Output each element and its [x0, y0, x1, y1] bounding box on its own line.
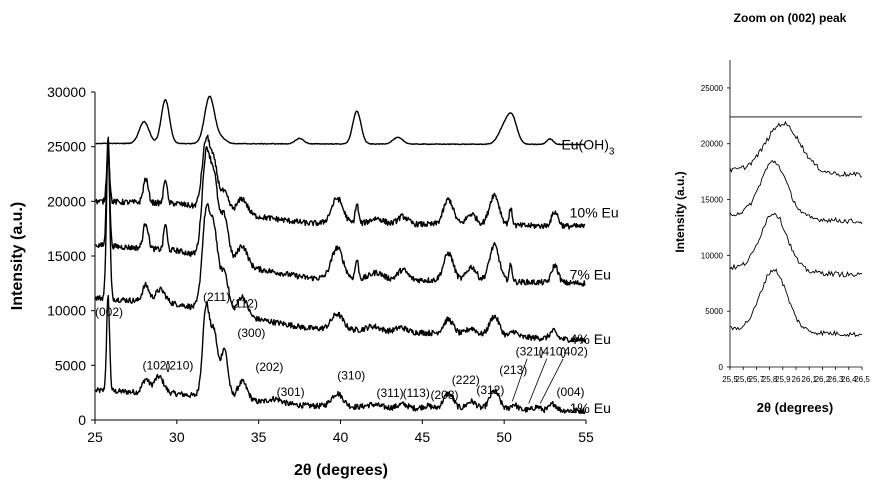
- zoom-chart: Zoom on (002) peak 0 5000 10000 15000 20000 2…: [673, 11, 870, 415]
- series-label-subscript: 3: [609, 146, 615, 157]
- zoom-series-line: [729, 120, 863, 178]
- main-y-axis-title: Intensity (a.u.): [9, 202, 26, 310]
- main-x-tick-label: 30: [169, 429, 185, 445]
- hkl-label: (321): [516, 344, 544, 358]
- zoom-x-axis-title: 2θ (degrees): [757, 400, 833, 415]
- hkl-label: (102): [142, 359, 170, 373]
- main-series-group: [95, 95, 586, 415]
- zoom-series-line: [729, 268, 863, 338]
- hkl-label: (112): [231, 296, 258, 310]
- hkl-label: (410): [539, 344, 567, 358]
- zoom-y-tick-label: 10000: [701, 251, 724, 260]
- series-line-eu-oh-3: [95, 95, 586, 146]
- main-x-tick-label: 40: [333, 429, 349, 445]
- hkl-label: (301): [277, 385, 305, 399]
- hkl-leader-line: [511, 358, 528, 402]
- hkl-label: (211): [203, 290, 230, 304]
- main-y-tick-label: 15000: [47, 248, 86, 264]
- zoom-y-tick-label: 15000: [701, 196, 724, 205]
- zoom-y-tick-label: 25000: [701, 84, 724, 93]
- zoom-y-ticks: 0 5000 10000 15000 20000 25000: [701, 84, 730, 372]
- main-x-ticks: 25 30 35 40 45 50 55: [87, 420, 594, 445]
- series-line-10-eu: [95, 134, 586, 230]
- main-x-tick-label: 25: [87, 429, 103, 445]
- hkl-label: (203): [431, 388, 459, 402]
- main-y-tick-label: 25000: [47, 139, 86, 155]
- zoom-y-tick-label: 5000: [705, 307, 723, 316]
- zoom-x-tick-label: 25,5: [722, 375, 738, 384]
- main-x-tick-label: 55: [578, 429, 594, 445]
- zoom-x-ticks: 25,525,625,725,825,9 26 26,126,226,326,426…: [722, 367, 870, 384]
- series-label: 7% Eu: [570, 267, 611, 283]
- series-line-7-eu: [95, 136, 586, 287]
- hkl-label: (210): [165, 359, 193, 373]
- hkl-label: (222): [452, 373, 480, 387]
- main-y-ticks: 0 5000 10000 15000 20000 25000 30000: [47, 84, 95, 428]
- main-y-tick-label: 20000: [47, 193, 86, 209]
- zoom-x-tick-label: 26: [792, 375, 801, 384]
- main-series-labels: Eu(OH)3 10% Eu 7% Eu 4% Eu 1% Eu: [561, 136, 618, 415]
- main-y-tick-label: 10000: [47, 303, 86, 319]
- series-line-1-eu: [95, 294, 586, 415]
- zoom-y-tick-label: 0: [719, 363, 724, 372]
- series-label: Eu(OH)3: [561, 136, 614, 157]
- hkl-leader-line: [539, 358, 564, 404]
- zoom-x-tick-label: 25,6: [735, 375, 751, 384]
- zoom-title: Zoom on (002) peak: [734, 11, 847, 25]
- zoom-x-tick-label: 25,8: [762, 375, 778, 384]
- zoom-x-tick-label: 25,9: [775, 375, 791, 384]
- main-y-tick-label: 30000: [47, 84, 86, 100]
- hkl-label: (202): [255, 360, 283, 374]
- main-x-tick-label: 50: [496, 429, 512, 445]
- series-label: 4% Eu: [570, 331, 611, 347]
- hkl-label: (113): [403, 386, 430, 400]
- hkl-label: (004): [557, 385, 585, 399]
- main-x-axis-title: 2θ (degrees): [294, 462, 388, 479]
- zoom-series-line: [729, 212, 863, 278]
- zoom-series-line: [729, 159, 863, 225]
- zoom-x-tick-label: 26,1: [801, 375, 817, 384]
- zoom-y-axis-title: Intensity (a.u.): [673, 171, 687, 252]
- main-y-tick-label: 0: [78, 412, 86, 428]
- hkl-label: (300): [237, 326, 265, 340]
- hkl-label: (002): [95, 305, 123, 319]
- zoom-series-group: [729, 116, 863, 338]
- main-chart: 0 5000 10000 15000 20000 25000 30000 25 30 35 40 4…: [9, 84, 619, 479]
- main-y-tick-label: 5000: [55, 357, 86, 373]
- zoom-x-tick-label: 25,7: [749, 375, 765, 384]
- zoom-x-tick-label: 26,2: [815, 375, 831, 384]
- main-x-tick-label: 35: [251, 429, 267, 445]
- hkl-leader-line: [528, 358, 548, 404]
- zoom-x-tick-label: 26,5: [854, 375, 870, 384]
- zoom-x-tick-label: 26,4: [841, 375, 857, 384]
- hkl-label: (402): [560, 344, 588, 358]
- zoom-x-tick-label: 26,3: [828, 375, 844, 384]
- main-annotations: (002) (102)(210) (211) (112) (300) (202) (301)…: [95, 290, 588, 404]
- main-x-tick-label: 45: [415, 429, 431, 445]
- hkl-label: (312): [476, 383, 504, 397]
- series-line-4-eu: [95, 149, 586, 344]
- series-label: 10% Eu: [570, 204, 619, 220]
- hkl-label: (213): [499, 363, 527, 377]
- hkl-label: (311): [377, 386, 404, 400]
- hkl-label: (310): [337, 369, 365, 383]
- series-label: 1% Eu: [570, 400, 611, 416]
- zoom-y-tick-label: 20000: [701, 140, 724, 149]
